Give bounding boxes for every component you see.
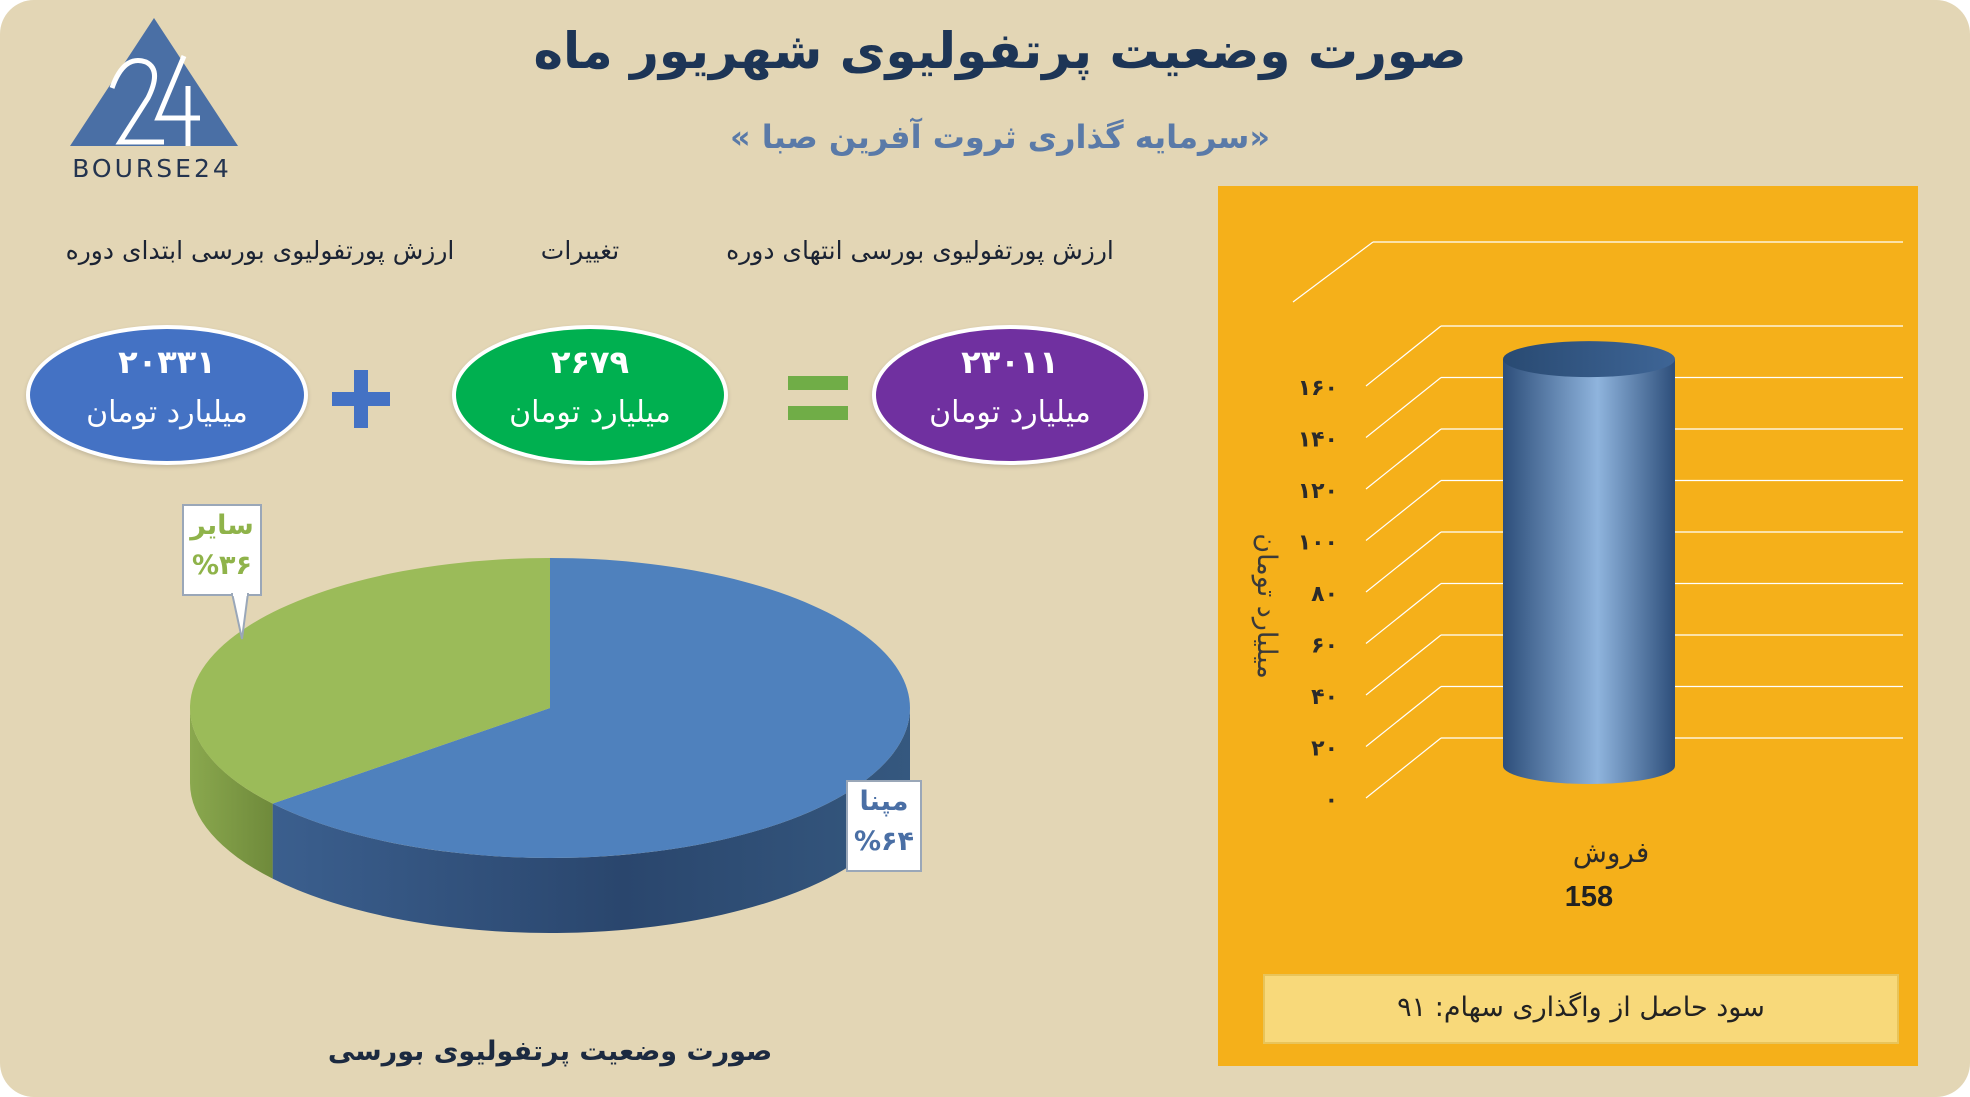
start-value-ellipse: ۲۰۳۳۱ میلیارد تومان [26, 325, 308, 465]
pie-label-other-value: %۳۶ [191, 550, 252, 581]
end-value-unit: میلیارد تومان [929, 395, 1091, 430]
end-value-number: ۲۳۰۱۱ [961, 343, 1059, 381]
bourse24-logo [70, 18, 238, 146]
change-number: ۲۶۷۹ [550, 343, 630, 381]
y-tick-label: ۰ [1325, 788, 1338, 813]
portfolio-pie-chart [190, 558, 910, 933]
pie-side-1 [190, 708, 273, 879]
y-tick-label: ۲۰ [1311, 737, 1338, 762]
change-unit: میلیارد تومان [509, 395, 671, 430]
pie-label-mapna-value: %۶۴ [853, 826, 914, 857]
grid-top-edge [1292, 241, 1374, 303]
pie-label-mapna-name: مپنا [859, 786, 909, 817]
page-subtitle: «سرمایه گذاری ثروت آفرین صبا » [729, 118, 1271, 156]
change-ellipse: ۲۶۷۹ میلیارد تومان [452, 325, 728, 465]
bar-sales [1503, 359, 1675, 784]
grid-line-slant [1365, 377, 1442, 438]
grid-line-slant [1365, 686, 1442, 747]
y-tick-label: ۶۰ [1311, 634, 1338, 659]
bar-value-label: 158 [1565, 881, 1613, 913]
start-value-unit: میلیارد تومان [86, 395, 248, 430]
bar-sales-top [1503, 341, 1675, 378]
start-value-label: ارزش پورتفولیوی بورسی ابتدای دوره [65, 236, 455, 265]
page-title: صورت وضعیت پرتفولیوی شهریور ماه [533, 22, 1467, 80]
sales-bar-chart: ۰ ۲۰ ۴۰ ۶۰ ۸۰ ۱۰۰ ۱۲۰ ۱۴۰ ۱۶۰ میلیارد تومان فروش… [1251, 241, 1903, 913]
grid-line-slant [1365, 531, 1442, 593]
end-value-ellipse: ۲۳۰۱۱ میلیارد تومان [872, 325, 1148, 465]
callout-pointer [230, 593, 250, 640]
grid-line-slant [1365, 428, 1442, 490]
y-tick-label: ۱۶۰ [1298, 376, 1338, 401]
grid-line-slant [1365, 325, 1442, 387]
pie-side-0 [272, 708, 910, 933]
change-label: تغییرات [540, 236, 620, 265]
pie-slice-0 [272, 558, 910, 858]
end-value-label: ارزش پورتفولیوی بورسی انتهای دوره [726, 236, 1114, 265]
bar-category-label: فروش [1573, 836, 1650, 869]
profit-box: سود حاصل از واگذاری سهام: ۹۱ [1263, 974, 1899, 1044]
y-tick-label: ۸۰ [1311, 582, 1338, 607]
grid-line-slant [1365, 737, 1442, 799]
equals-sign [788, 376, 848, 420]
grid-line-slant [1365, 583, 1442, 644]
pie-caption: صورت وضعیت پرتفولیوی بورسی [327, 1036, 773, 1067]
grid-line-slant [1365, 634, 1442, 696]
pie-slice-1 [190, 558, 550, 804]
y-tick-label: ۱۴۰ [1298, 428, 1338, 453]
start-value-number: ۲۰۳۳۱ [118, 343, 216, 381]
sales-chart-panel: ۰ ۲۰ ۴۰ ۶۰ ۸۰ ۱۰۰ ۱۲۰ ۱۴۰ ۱۶۰ میلیارد تومان فروش… [1218, 186, 1918, 1066]
pie-label-mapna: مپنا %۶۴ [846, 780, 922, 872]
pie-label-other-name: سایر [190, 510, 254, 541]
plus-sign [332, 370, 390, 428]
y-axis-label: میلیارد تومان [1251, 533, 1282, 679]
y-tick-label: ۱۰۰ [1298, 531, 1338, 556]
logo-text: BOURSE24 [72, 154, 232, 183]
grid-line-slant [1365, 480, 1442, 541]
y-tick-label: ۴۰ [1311, 685, 1338, 710]
pie-label-other: سایر %۳۶ [182, 504, 262, 596]
y-tick-label: ۱۲۰ [1298, 479, 1338, 504]
